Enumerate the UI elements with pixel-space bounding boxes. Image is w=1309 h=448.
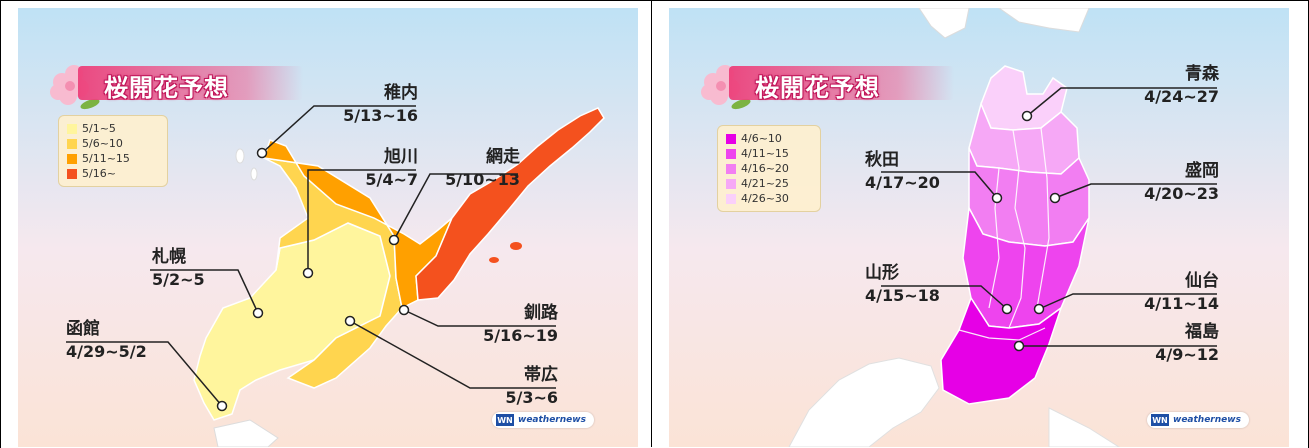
city-name: 仙台	[1185, 271, 1219, 291]
legend-item: 5/1~5	[67, 121, 159, 136]
city-name: 山形	[865, 263, 899, 283]
weathernews-logo-text: weathernews	[1173, 415, 1241, 425]
tohoku-forecast-map: 桜開花予想 4/6~10 4/11~15 4/16~20 4/21~25 4/2…	[669, 8, 1289, 447]
legend-item: 4/21~25	[726, 176, 812, 191]
city-name: 札幌	[152, 247, 186, 267]
legend-label: 5/16~	[82, 167, 116, 180]
legend-label: 5/6~10	[82, 137, 123, 150]
legend-swatch	[67, 153, 77, 164]
bloom-date: 4/11~14	[1144, 294, 1219, 313]
map-title: 桜開花予想	[104, 74, 229, 102]
bloom-date: 4/29~5/2	[66, 342, 147, 361]
city-name: 帯広	[524, 365, 558, 385]
bloom-date: 5/16~19	[483, 326, 558, 345]
legend-label: 4/21~25	[741, 177, 789, 190]
city-name: 釧路	[524, 303, 558, 323]
label-yamagata: 山形 4/15~18	[865, 263, 945, 306]
bloom-date: 5/3~6	[505, 388, 558, 407]
legend-swatch	[726, 178, 736, 189]
legend-swatch	[67, 168, 77, 179]
label-morioka: 盛岡 4/20~23	[1139, 161, 1219, 204]
legend-label: 5/11~15	[82, 152, 130, 165]
city-name: 網走	[486, 147, 520, 167]
city-name: 旭川	[384, 147, 418, 167]
bloom-date: 5/2~5	[152, 270, 205, 289]
map-title: 桜開花予想	[755, 74, 880, 102]
legend: 5/1~5 5/6~10 5/11~15 5/16~	[58, 115, 168, 187]
bloom-date: 4/15~18	[865, 286, 940, 305]
city-name: 福島	[1185, 322, 1219, 342]
legend-label: 4/26~30	[741, 192, 789, 205]
bloom-date: 4/9~12	[1155, 345, 1219, 364]
bloom-date: 5/4~7	[365, 170, 418, 189]
weathernews-logo: WN weathernews	[492, 412, 594, 428]
weathernews-logo: WN weathernews	[1147, 412, 1249, 428]
legend-item: 5/16~	[67, 166, 159, 181]
legend-swatch	[67, 123, 77, 134]
bloom-date: 5/10~13	[445, 170, 520, 189]
legend-swatch	[726, 133, 736, 144]
weathernews-logo-mark: WN	[1151, 414, 1169, 426]
legend-swatch	[726, 148, 736, 159]
title-band	[729, 66, 954, 100]
legend-item: 4/26~30	[726, 191, 812, 206]
label-sapporo: 札幌 5/2~5	[152, 247, 232, 290]
city-name: 青森	[1185, 64, 1219, 84]
city-name: 函館	[66, 319, 100, 339]
legend-item: 5/6~10	[67, 136, 159, 151]
hokkaido-zone-red-orange	[415, 107, 605, 301]
label-aomori: 青森 4/24~27	[1139, 64, 1219, 107]
legend: 4/6~10 4/11~15 4/16~20 4/21~25 4/26~30	[717, 125, 821, 212]
legend-label: 4/16~20	[741, 162, 789, 175]
label-hakodate: 函館 4/29~5/2	[66, 319, 166, 362]
legend-swatch	[67, 138, 77, 149]
bloom-date: 4/20~23	[1144, 184, 1219, 203]
legend-item: 4/11~15	[726, 146, 812, 161]
legend-label: 5/1~5	[82, 122, 116, 135]
weathernews-logo-text: weathernews	[518, 415, 586, 425]
legend-item: 4/16~20	[726, 161, 812, 176]
legend-item: 5/11~15	[67, 151, 159, 166]
bloom-date: 4/24~27	[1144, 87, 1219, 106]
legend-swatch	[726, 163, 736, 174]
bloom-date: 4/17~20	[865, 173, 940, 192]
panel-divider	[651, 0, 652, 447]
hokkaido-forecast-map: 桜開花予想 5/1~5 5/6~10 5/11~15 5/16~ 稚内 5/13…	[18, 8, 638, 447]
title-band	[78, 66, 303, 100]
label-wakkanai: 稚内 5/13~16	[342, 83, 418, 126]
label-fukushima: 福島 4/9~12	[1139, 322, 1219, 365]
city-name: 秋田	[865, 150, 899, 170]
bloom-date: 5/13~16	[343, 106, 418, 125]
label-abashiri: 網走 5/10~13	[428, 147, 520, 190]
legend-label: 4/11~15	[741, 147, 789, 160]
label-sendai: 仙台 4/11~14	[1139, 271, 1219, 314]
label-asahikawa: 旭川 5/4~7	[342, 147, 418, 190]
label-akita: 秋田 4/17~20	[865, 150, 945, 193]
legend-label: 4/6~10	[741, 132, 782, 145]
legend-item: 4/6~10	[726, 131, 812, 146]
weathernews-logo-mark: WN	[496, 414, 514, 426]
label-obihiro: 帯広 5/3~6	[484, 365, 558, 408]
label-kushiro: 釧路 5/16~19	[474, 303, 558, 346]
legend-swatch	[726, 193, 736, 204]
city-name: 稚内	[384, 83, 418, 103]
city-name: 盛岡	[1185, 161, 1219, 181]
